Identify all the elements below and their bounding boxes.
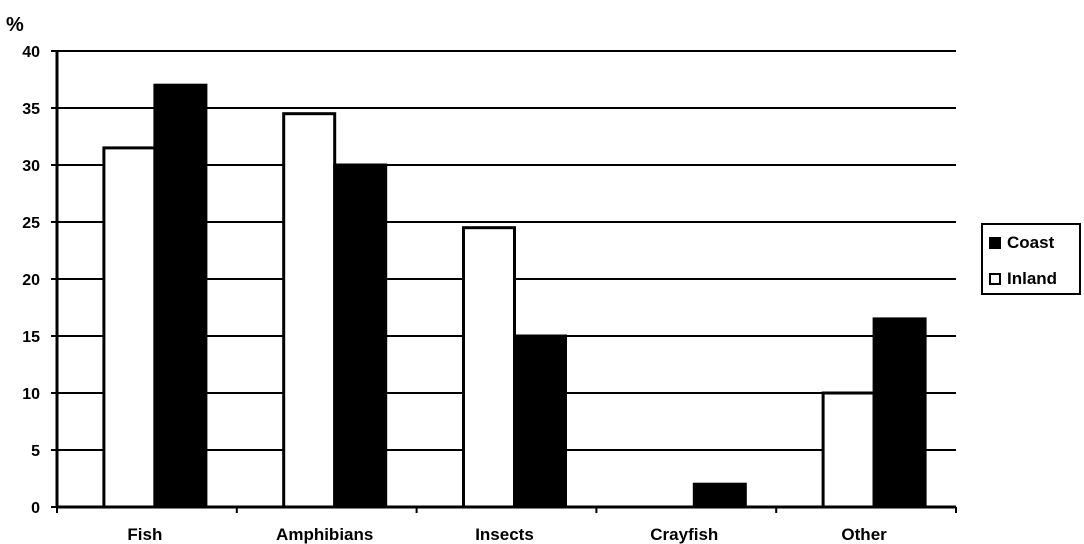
bars: [102, 83, 927, 509]
y-tick-labels: 0 5 10 15 20 25 30 35 40: [22, 44, 40, 517]
y-tick-label: 40: [22, 44, 40, 61]
legend-label-inland: Inland: [1007, 269, 1058, 288]
x-category-label: Insects: [475, 525, 534, 544]
y-tick-label: 10: [22, 386, 40, 403]
y-tick-label: 25: [22, 215, 40, 232]
x-category-label: Amphibians: [276, 525, 373, 544]
bar-crayfish-coast: [692, 482, 747, 509]
y-tick-label: 15: [22, 329, 40, 346]
bar-other-inland: [821, 391, 876, 509]
x-category-labels: Fish Amphibians Insects Crayfish Other: [127, 525, 887, 544]
legend-swatch-coast: [989, 237, 1001, 249]
y-tick-label: 0: [31, 500, 40, 517]
bar-insects-coast: [513, 334, 567, 509]
y-tick-label: 5: [31, 443, 40, 460]
legend: Coast Inland: [981, 223, 1081, 295]
x-category-label: Fish: [127, 525, 162, 544]
bar-amphibians-inland: [282, 112, 337, 509]
y-unit-label: %: [6, 14, 24, 36]
bar-insects-inland: [462, 226, 516, 509]
bar-other-coast: [872, 317, 927, 509]
y-tick-label: 35: [22, 101, 40, 118]
y-tick-label: 30: [22, 158, 40, 175]
bar-amphibians-coast: [333, 163, 388, 509]
legend-item-coast: Coast: [989, 233, 1054, 253]
axes: [51, 50, 957, 513]
legend-swatch-inland: [989, 273, 1001, 285]
x-category-label: Other: [841, 525, 887, 544]
bar-fish-inland: [102, 146, 157, 509]
legend-label-coast: Coast: [1007, 233, 1055, 252]
x-category-label: Crayfish: [650, 525, 718, 544]
legend-item-inland: Inland: [989, 269, 1057, 289]
y-tick-label: 20: [22, 272, 40, 289]
bar-fish-coast: [153, 83, 208, 509]
